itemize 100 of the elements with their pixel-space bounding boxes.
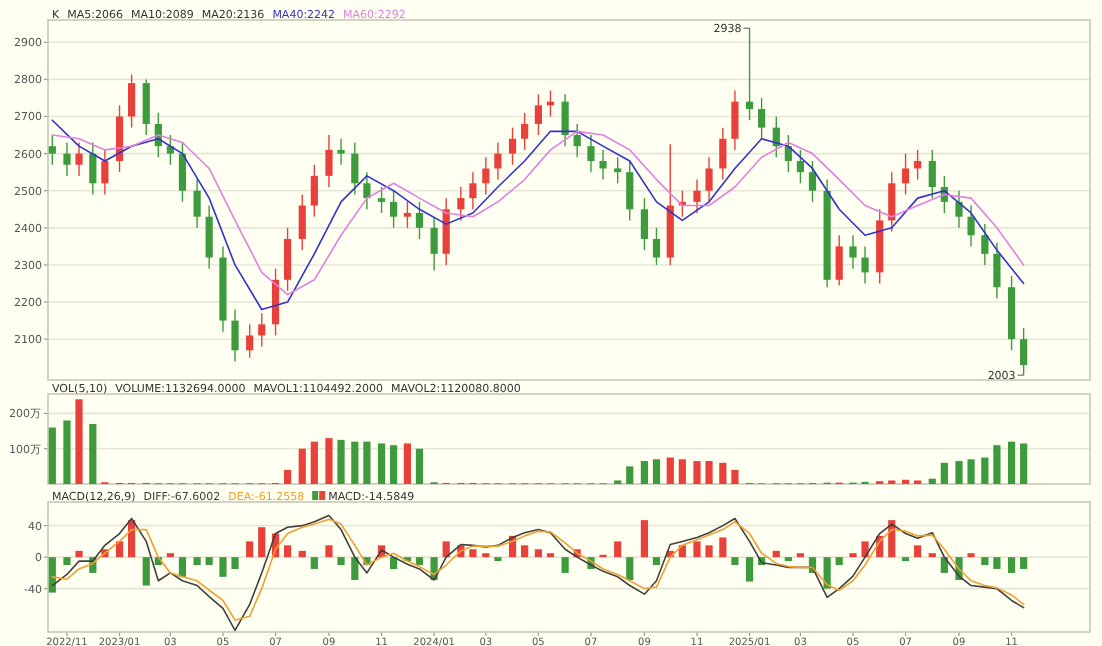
bar <box>940 557 948 573</box>
bar <box>1007 441 1016 484</box>
candlestick <box>719 126 727 181</box>
candlestick <box>377 186 386 214</box>
bar <box>955 461 963 484</box>
bar <box>652 557 661 566</box>
candlestick <box>835 234 843 287</box>
candlestick <box>955 190 963 229</box>
candlestick <box>808 160 817 203</box>
bar <box>534 549 542 558</box>
candlestick <box>534 93 542 136</box>
bar <box>705 461 713 484</box>
bar <box>731 469 739 484</box>
candlestick <box>337 138 345 166</box>
bar <box>115 541 124 558</box>
candlestick <box>745 27 754 121</box>
candlestick <box>784 134 792 173</box>
candlestick <box>142 78 150 136</box>
candlestick <box>508 126 517 166</box>
bar <box>205 557 213 566</box>
candlestick <box>415 201 424 240</box>
candlestick <box>351 141 359 196</box>
candlestick <box>115 104 124 173</box>
bar <box>835 557 843 566</box>
bar <box>981 557 989 566</box>
bar <box>678 459 686 484</box>
bar <box>693 541 701 558</box>
bar <box>403 443 411 484</box>
candlestick <box>993 241 1001 300</box>
bar <box>337 557 345 566</box>
candlestick <box>75 141 83 177</box>
candlestick <box>258 312 266 348</box>
candlestick <box>231 308 239 363</box>
bar <box>928 478 936 484</box>
bar <box>652 459 661 484</box>
bar <box>1020 443 1028 484</box>
candlestick <box>640 197 649 251</box>
bar <box>693 461 701 484</box>
bar <box>75 550 83 558</box>
candlestick <box>457 186 465 222</box>
bar <box>415 557 424 566</box>
bar <box>626 557 634 580</box>
bar <box>719 462 727 484</box>
candlestick <box>861 245 869 285</box>
candlestick <box>403 201 411 229</box>
bar <box>390 445 398 484</box>
candlestick <box>901 152 910 196</box>
bar <box>731 557 739 566</box>
bar <box>640 520 649 558</box>
bar <box>310 557 318 569</box>
candlestick <box>166 134 174 166</box>
bar <box>626 466 634 484</box>
bar <box>142 557 150 586</box>
candlestick <box>193 178 201 229</box>
bar <box>363 441 371 484</box>
candlestick <box>967 204 975 248</box>
bar <box>325 545 333 558</box>
candlestick <box>101 149 109 196</box>
bar <box>310 441 318 484</box>
candlestick <box>178 141 187 203</box>
candlestick <box>482 156 490 196</box>
candlestick <box>705 156 713 203</box>
bar <box>246 541 254 558</box>
bar <box>993 445 1001 484</box>
bar <box>351 441 359 484</box>
candlestick <box>626 160 634 222</box>
candlestick <box>928 149 936 199</box>
candlestick <box>63 141 71 177</box>
candlestick <box>284 227 292 292</box>
candlestick <box>494 141 502 181</box>
candlestick <box>521 112 529 151</box>
candlestick <box>888 171 896 233</box>
bar <box>823 557 831 589</box>
bar <box>63 420 71 484</box>
candlestick <box>1020 327 1028 376</box>
bar <box>193 557 201 566</box>
bar <box>390 557 398 569</box>
candlestick <box>758 97 766 140</box>
bar <box>1020 557 1028 569</box>
bar <box>377 443 386 484</box>
bar <box>89 424 97 484</box>
candlestick <box>599 149 607 181</box>
bar <box>614 541 622 558</box>
candlestick <box>796 149 805 184</box>
bar <box>940 462 948 484</box>
bar <box>258 527 266 558</box>
bar <box>772 550 780 558</box>
candlestick <box>587 134 595 173</box>
candlestick <box>390 190 398 229</box>
bar <box>967 459 975 484</box>
bar <box>231 557 239 569</box>
bar <box>914 545 922 558</box>
bar <box>981 457 989 484</box>
bar <box>284 469 292 484</box>
bar <box>640 461 649 484</box>
candlestick <box>561 93 569 147</box>
bar <box>521 545 529 558</box>
bar <box>719 537 727 558</box>
bar <box>993 557 1001 569</box>
candlestick <box>469 171 477 210</box>
